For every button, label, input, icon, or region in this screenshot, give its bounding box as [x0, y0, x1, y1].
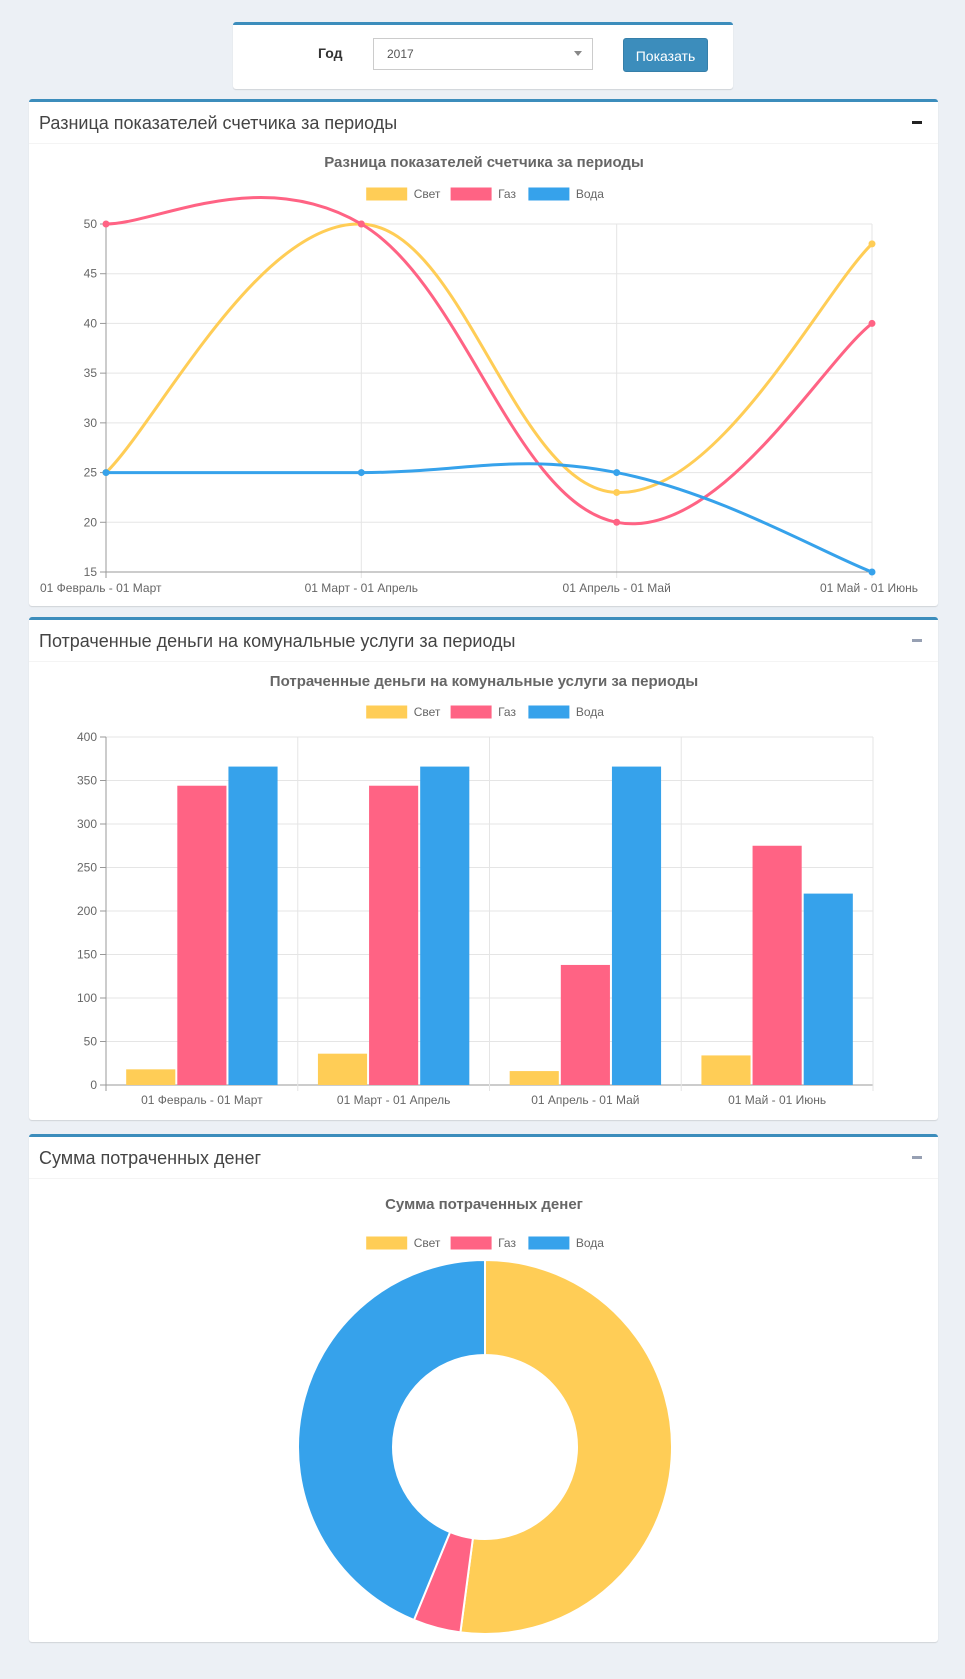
- donut-slice-Свет: [459, 1258, 673, 1635]
- y-tick-label: 35: [84, 366, 98, 380]
- legend-swatch-Газ: [449, 1235, 493, 1251]
- legend-swatch-Свет: [365, 704, 409, 720]
- data-point: [613, 488, 621, 496]
- legend-swatch-Вода: [527, 704, 571, 720]
- y-tick-label: 350: [77, 774, 97, 788]
- bar-Вода: [420, 766, 470, 1085]
- y-tick-label: 15: [84, 565, 98, 579]
- bar-Газ: [177, 785, 227, 1085]
- legend-swatch-Свет: [365, 1235, 409, 1251]
- panel-header: Разница показателей счетчика за периоды: [29, 102, 938, 144]
- x-tick-label: 01 Март - 01 Апрель: [337, 1093, 450, 1107]
- panel-title: Сумма потраченных денег: [39, 1148, 262, 1168]
- collapse-minus-icon[interactable]: [912, 1156, 922, 1159]
- series-line-Свет: [104, 222, 874, 494]
- y-tick-label: 40: [84, 316, 98, 330]
- panel-total-spent: Сумма потраченных денег Сумма потраченны…: [29, 1134, 938, 1642]
- legend-label: Свет: [414, 1236, 441, 1250]
- year-select-value: 2017: [387, 47, 414, 61]
- data-point: [102, 469, 110, 477]
- x-tick-label: 01 Март - 01 Апрель: [305, 581, 418, 595]
- y-tick-label: 200: [77, 904, 97, 918]
- y-tick-label: 50: [84, 217, 98, 231]
- donut-chart: Сумма потраченных денег Свет Газ Вода: [297, 1196, 673, 1635]
- year-select[interactable]: 2017: [373, 38, 593, 70]
- bar-Газ: [560, 964, 610, 1085]
- line-chart: Разница показателей счетчика за периоды С…: [40, 154, 918, 595]
- legend-label: Газ: [498, 1236, 516, 1250]
- show-button[interactable]: Показать: [623, 38, 708, 72]
- legend-label: Вода: [576, 705, 604, 719]
- bar-Газ: [752, 845, 802, 1085]
- legend-swatch-Вода: [527, 186, 571, 202]
- x-tick-label: 01 Февраль - 01 Март: [40, 581, 162, 595]
- legend-swatch-Газ: [449, 186, 493, 202]
- x-tick-label: 01 Февраль - 01 Март: [141, 1093, 263, 1107]
- bar-Свет: [509, 1071, 559, 1085]
- y-tick-label: 300: [77, 817, 97, 831]
- y-tick-label: 25: [84, 466, 98, 480]
- legend-label: Газ: [498, 187, 516, 201]
- panel-title: Разница показателей счетчика за периоды: [39, 113, 398, 133]
- legend-swatch-Вода: [527, 1235, 571, 1251]
- data-point: [868, 568, 876, 576]
- x-tick-label: 01 Апрель - 01 Май: [563, 581, 671, 595]
- bar-Свет: [701, 1055, 751, 1085]
- collapse-minus-icon[interactable]: [912, 639, 922, 642]
- y-tick-label: 50: [84, 1035, 98, 1049]
- legend-label: Свет: [414, 187, 441, 201]
- chevron-down-icon: [574, 51, 582, 56]
- y-tick-label: 250: [77, 861, 97, 875]
- bar-Вода: [228, 766, 278, 1085]
- data-point: [102, 220, 110, 228]
- legend-label: Вода: [576, 1236, 604, 1250]
- data-point: [613, 518, 621, 526]
- x-tick-label: 01 Апрель - 01 Май: [531, 1093, 639, 1107]
- chart-title: Сумма потраченных денег: [385, 1196, 583, 1213]
- chart-title: Потраченные деньги на комунальные услуги…: [270, 673, 698, 690]
- series-line-Вода: [106, 462, 873, 574]
- y-tick-label: 0: [90, 1078, 97, 1092]
- filter-box: Год 2017 Показать: [233, 22, 733, 89]
- bar-Свет: [317, 1053, 368, 1085]
- legend-swatch-Свет: [365, 186, 409, 202]
- legend-label: Свет: [414, 705, 441, 719]
- bar-Свет: [126, 1069, 176, 1085]
- panel-money-spent: Потраченные деньги на комунальные услуги…: [29, 617, 938, 1120]
- panel-header: Потраченные деньги на комунальные услуги…: [29, 620, 938, 662]
- y-tick-label: 150: [77, 948, 97, 962]
- legend-label: Вода: [576, 187, 604, 201]
- panel-meter-diff: Разница показателей счетчика за периоды …: [29, 99, 938, 606]
- data-point: [613, 469, 621, 477]
- chart-title: Разница показателей счетчика за периоды: [324, 154, 644, 171]
- y-tick-label: 20: [84, 515, 98, 529]
- legend-label: Газ: [498, 705, 516, 719]
- legend-swatch-Газ: [449, 704, 493, 720]
- bar-Вода: [611, 766, 662, 1085]
- series-line-Газ: [105, 196, 873, 526]
- bar-Газ: [369, 785, 419, 1085]
- data-point: [868, 240, 876, 248]
- x-tick-label: 01 Май - 01 Июнь: [728, 1093, 826, 1107]
- data-point: [357, 469, 365, 477]
- y-tick-label: 45: [84, 267, 98, 281]
- bar-Вода: [803, 893, 853, 1085]
- bar-chart: Потраченные деньги на комунальные услуги…: [77, 673, 874, 1107]
- y-tick-label: 400: [77, 730, 97, 744]
- y-tick-label: 100: [77, 991, 97, 1005]
- data-point: [868, 319, 876, 327]
- collapse-minus-icon[interactable]: [912, 121, 922, 124]
- panel-title: Потраченные деньги на комунальные услуги…: [39, 631, 516, 651]
- y-tick-label: 30: [84, 416, 98, 430]
- x-tick-label: 01 Май - 01 Июнь: [820, 581, 918, 595]
- data-point: [357, 220, 365, 228]
- donut-slice-Вода: [297, 1258, 486, 1622]
- year-label: Год: [318, 45, 343, 61]
- panel-header: Сумма потраченных денег: [29, 1137, 938, 1179]
